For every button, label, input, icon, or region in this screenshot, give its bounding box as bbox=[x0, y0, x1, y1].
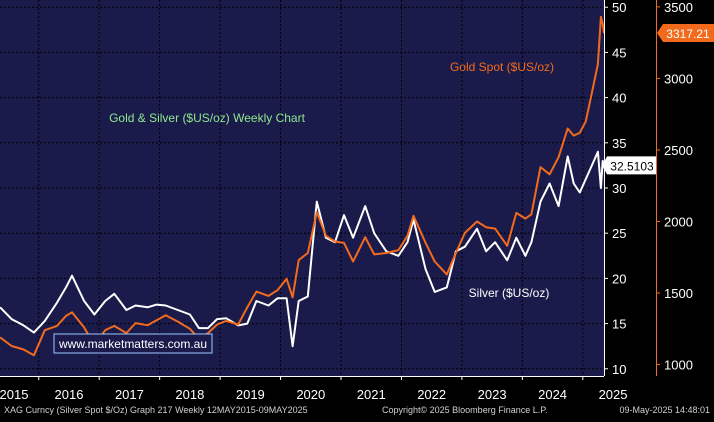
footer-copyright: Copyright© 2025 Bloomberg Finance L.P. bbox=[382, 405, 548, 415]
gold-series-line bbox=[0, 15, 605, 357]
silver-tick-label: 10 bbox=[612, 362, 626, 377]
year-label: 2023 bbox=[478, 387, 507, 402]
gridlines bbox=[0, 0, 604, 376]
silver-last-value: 32.5103 bbox=[610, 159, 654, 173]
footer-left: XAG Curncy (Silver Spot $/Oz) Graph 217 … bbox=[4, 405, 308, 415]
year-label: 2016 bbox=[55, 387, 84, 402]
watermark-text: www.marketmatters.com.au bbox=[58, 337, 207, 351]
gold-series-label: Gold Spot ($US/oz) bbox=[450, 60, 554, 74]
footer-timestamp: 09-May-2025 14:48:01 bbox=[619, 405, 710, 415]
silver-tick-label: 25 bbox=[612, 226, 626, 241]
gold-tick-label: 2500 bbox=[664, 143, 693, 158]
gold-tick-label: 1000 bbox=[664, 358, 693, 373]
silver-tick-label: 35 bbox=[612, 136, 626, 151]
silver-tick-label: 20 bbox=[612, 271, 626, 286]
gold-tick-label: 2000 bbox=[664, 214, 693, 229]
year-label: 2015 bbox=[0, 387, 28, 402]
silver-tick-label: 15 bbox=[612, 317, 626, 332]
silver-tick-label: 50 bbox=[612, 0, 626, 15]
silver-series-label: Silver ($US/oz) bbox=[469, 286, 550, 300]
silver-tick-label: 30 bbox=[612, 181, 626, 196]
watermark-box: www.marketmatters.com.au bbox=[53, 333, 213, 354]
silver-tick-label: 45 bbox=[612, 45, 626, 60]
axes: 1015202530354045501000150020002500300035… bbox=[0, 0, 693, 402]
gold-tick-label: 1500 bbox=[664, 286, 693, 301]
gold-tick-label: 3000 bbox=[664, 71, 693, 86]
silver-last-value-badge: 32.5103 bbox=[602, 156, 656, 175]
year-label: 2018 bbox=[175, 387, 204, 402]
silver-tick-label: 40 bbox=[612, 91, 626, 106]
silver-series-line bbox=[0, 150, 605, 348]
year-label: 2020 bbox=[296, 387, 325, 402]
chart-title: Gold & Silver ($US/oz) Weekly Chart bbox=[109, 111, 306, 125]
gold-tick-label: 3500 bbox=[664, 0, 693, 15]
year-label: 2024 bbox=[538, 387, 567, 402]
series-layer bbox=[0, 15, 605, 357]
gold-last-value-badge: 3317.21 bbox=[657, 24, 714, 43]
year-label: 2021 bbox=[357, 387, 386, 402]
year-label: 2022 bbox=[417, 387, 446, 402]
footer: XAG Curncy (Silver Spot $/Oz) Graph 217 … bbox=[4, 405, 710, 415]
year-label: 2025 bbox=[599, 387, 628, 402]
gold-last-value: 3317.21 bbox=[666, 27, 710, 41]
value-badges: 3317.21 32.5103 bbox=[602, 24, 714, 175]
year-label: 2019 bbox=[236, 387, 265, 402]
year-label: 2017 bbox=[115, 387, 144, 402]
